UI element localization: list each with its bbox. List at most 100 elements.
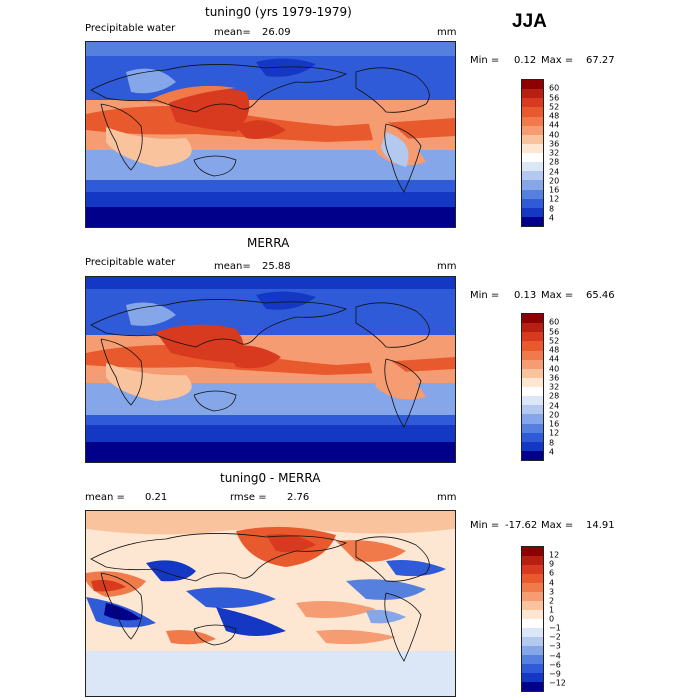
- colorbar-swatch: [522, 143, 543, 153]
- max-value: 65.46: [586, 290, 615, 301]
- colorbar-swatch: [522, 377, 543, 387]
- colorbar-tick-label: 44: [549, 120, 560, 130]
- colorbar-swatch: [522, 619, 543, 628]
- units-label: mm: [437, 27, 457, 38]
- colorbar-swatch: [522, 153, 543, 163]
- colorbar-tick-label: 24: [549, 167, 560, 176]
- colorbar-swatch: [522, 134, 543, 144]
- colorbar-tick-label: 24: [549, 401, 560, 410]
- colorbar-swatch: [522, 441, 543, 451]
- colorbar-swatch: [522, 574, 543, 583]
- colorbar-swatch: [522, 423, 543, 433]
- colorbar-tick-label: 36: [549, 139, 560, 149]
- panel-title: tuning0 (yrs 1979-1979): [205, 5, 352, 19]
- colorbar-tick-label: 2: [549, 596, 555, 606]
- colorbar-tick-label: 4: [549, 447, 555, 457]
- colorbar-swatch: [522, 610, 543, 619]
- colorbar-tick-label: 1: [549, 605, 555, 615]
- colorbar-swatch: [522, 89, 543, 99]
- units-label: mm: [437, 492, 457, 503]
- colorbar-swatch: [522, 628, 543, 637]
- colorbar-swatch: [522, 125, 543, 135]
- colorbar-tick-label: −9: [549, 669, 561, 679]
- colorbar: [521, 546, 544, 692]
- colorbar-swatch: [522, 80, 543, 90]
- colorbar-swatch: [522, 198, 543, 208]
- colorbar-swatch: [522, 592, 543, 601]
- colorbar-swatch: [522, 673, 543, 682]
- mean-value: 26.09: [262, 27, 291, 38]
- colorbar-tick-label: 16: [549, 185, 560, 195]
- colorbar-tick-label: 48: [549, 111, 560, 121]
- colorbar-tick-label: 40: [549, 130, 560, 139]
- colorbar-swatch: [522, 432, 543, 442]
- colorbar-tick-label: 6: [549, 568, 555, 578]
- min-label: Min =: [470, 520, 500, 531]
- mean-label: mean=: [214, 27, 251, 38]
- max-label: Max =: [541, 290, 574, 301]
- colorbar-tick-label: 44: [549, 354, 560, 364]
- colorbar-tick-label: 36: [549, 373, 560, 383]
- colorbar-tick-label: 0: [549, 614, 555, 624]
- colorbar-swatch: [522, 332, 543, 342]
- mean-label: mean=: [214, 261, 251, 272]
- colorbar-swatch: [522, 450, 543, 460]
- colorbar-swatch: [522, 601, 543, 610]
- colorbar-tick-label: −4: [549, 651, 561, 660]
- colorbar-swatch: [522, 637, 543, 646]
- colorbar: [521, 313, 544, 461]
- colorbar-swatch: [522, 116, 543, 126]
- colorbar-tick-label: −12: [549, 678, 566, 688]
- colorbar-tick-label: 60: [549, 83, 560, 93]
- colorbar-tick-label: 52: [549, 336, 560, 346]
- colorbar-tick-label: −6: [549, 660, 561, 670]
- colorbar-swatch: [522, 655, 543, 664]
- colorbar-tick-label: 48: [549, 345, 560, 355]
- colorbar-tick-label: 3: [549, 587, 555, 597]
- colorbar-swatch: [522, 556, 543, 565]
- max-value: 67.27: [586, 55, 615, 66]
- colorbar-swatch: [522, 189, 543, 199]
- colorbar-tick-label: 12: [549, 428, 560, 438]
- colorbar-swatch: [522, 323, 543, 333]
- colorbar-swatch: [522, 387, 543, 397]
- colorbar-swatch: [522, 396, 543, 406]
- colorbar-tick-label: −3: [549, 641, 561, 651]
- colorbar-swatch: [522, 565, 543, 574]
- mean-value: 0.21: [145, 492, 168, 503]
- variable-label: Precipitable water: [85, 23, 176, 34]
- mean-label: mean =: [85, 492, 125, 503]
- colorbar-tick-label: 56: [549, 93, 560, 102]
- max-label: Max =: [541, 520, 574, 531]
- colorbar-swatch: [522, 98, 543, 108]
- min-value: -17.62: [505, 520, 538, 531]
- colorbar-tick-label: 28: [549, 157, 560, 167]
- colorbar-tick-label: 9: [549, 559, 555, 569]
- colorbar-swatch: [522, 664, 543, 673]
- colorbar-swatch: [522, 350, 543, 360]
- colorbar-tick-label: 12: [549, 194, 560, 204]
- map-difference: [85, 510, 456, 697]
- panel-title: MERRA: [247, 236, 290, 250]
- map-model-precipitable-water: [85, 41, 456, 228]
- max-label: Max =: [541, 55, 574, 66]
- colorbar-tick-label: 52: [549, 102, 560, 112]
- colorbar-tick-label: 28: [549, 391, 560, 401]
- colorbar-tick-label: 8: [549, 204, 555, 213]
- colorbar-swatch: [522, 583, 543, 592]
- colorbar-tick-label: −1: [549, 623, 561, 633]
- variable-label: Precipitable water: [85, 257, 176, 268]
- min-value: 0.13: [514, 290, 537, 301]
- colorbar-swatch: [522, 414, 543, 424]
- colorbar-swatch: [522, 646, 543, 655]
- colorbar-swatch: [522, 207, 543, 217]
- colorbar-tick-label: −2: [549, 632, 561, 642]
- colorbar-tick-label: 32: [549, 382, 560, 392]
- rmse-value: 2.76: [287, 492, 310, 503]
- colorbar-tick-label: 4: [549, 213, 555, 223]
- colorbar-tick-label: 4: [549, 578, 555, 587]
- colorbar-swatch: [522, 107, 543, 117]
- colorbar-swatch: [522, 180, 543, 190]
- min-label: Min =: [470, 290, 500, 301]
- map-merra-precipitable-water: [85, 276, 456, 463]
